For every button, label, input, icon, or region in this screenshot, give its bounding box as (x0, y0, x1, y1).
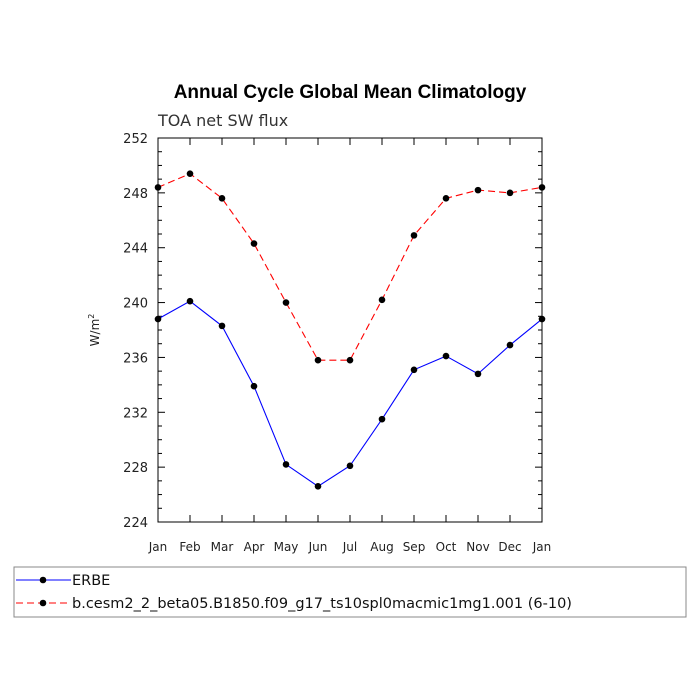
y-tick-label: 252 (123, 132, 148, 147)
x-tick-label: Dec (498, 540, 521, 554)
x-tick-label: May (274, 540, 299, 554)
x-tick-label: Mar (211, 540, 234, 554)
series-1-point (218, 322, 226, 330)
series-1-point (506, 341, 514, 349)
series-2-point (378, 296, 386, 304)
x-tick-label: Apr (244, 540, 265, 554)
legend-label-2: b.cesm2_2_beta05.B1850.f09_g17_ts10spl0m… (72, 596, 572, 612)
series-2-point (282, 299, 290, 306)
series-2-point (346, 356, 354, 364)
y-tick-label: 228 (123, 461, 148, 476)
series-1-point (250, 382, 258, 390)
series-1-point (314, 483, 322, 490)
legend-marker-1 (39, 576, 47, 584)
y-axis-title: W/m2 (87, 314, 102, 347)
x-axis-ticks: Jan Feb Mar Apr May Jun Jul Aug Sep Oct Nov Dec Jan (148, 138, 552, 554)
x-tick-label: Jul (342, 540, 357, 554)
y-tick-label: 248 (123, 187, 148, 202)
legend: ERBE b.cesm2_2_beta05.B1850.f09_g17_ts10s… (16, 573, 572, 612)
legend-label-1: ERBE (72, 573, 110, 589)
legend-marker-2 (39, 599, 47, 607)
x-tick-label: Jan (148, 540, 168, 554)
x-tick-label: Oct (436, 540, 457, 554)
series-2-point (154, 184, 162, 191)
y-tick-label: 236 (123, 351, 148, 366)
series-1-point (154, 315, 162, 323)
series-1-point (282, 461, 290, 468)
y-tick-label: 232 (123, 406, 148, 421)
y-axis-ticks: 224 228 232 236 240 244 248 252 (123, 132, 542, 531)
y-axis-title-superscript: 2 (87, 314, 96, 319)
x-tick-label: Sep (403, 540, 426, 554)
series-1-point (474, 370, 482, 378)
x-tick-label: Jan (532, 540, 552, 554)
chart-subtitle: TOA net SW flux (157, 111, 288, 130)
x-tick-label: Feb (179, 540, 200, 554)
series-1-point (378, 415, 386, 423)
x-tick-label: Jun (308, 540, 328, 554)
legend-box (13, 566, 687, 618)
chart-title: Annual Cycle Global Mean Climatology (174, 82, 527, 103)
series-2-point (218, 195, 226, 202)
series-2-point (506, 189, 514, 197)
series-line-1 (157, 300, 543, 488)
series-2-point (474, 186, 482, 194)
series-2-point (186, 170, 194, 177)
series-1-point (538, 315, 546, 323)
y-tick-label: 240 (123, 297, 148, 312)
series-1-point (410, 366, 418, 374)
y-tick-label: 224 (123, 516, 148, 531)
x-tick-label: Nov (466, 540, 489, 554)
y-tick-label: 244 (123, 242, 148, 257)
series-1-point (442, 352, 450, 360)
series-line-2 (157, 173, 543, 361)
y-axis-title-text: W/m (88, 319, 102, 347)
series-2-point (442, 195, 450, 202)
series-layer (154, 170, 546, 490)
series-2-point (410, 232, 418, 239)
series-2-point (314, 356, 322, 364)
series-2-point (250, 240, 258, 247)
series-2-point (538, 184, 546, 191)
x-tick-label: Aug (370, 540, 393, 554)
series-1-point (346, 462, 354, 470)
series-1-point (186, 297, 194, 305)
